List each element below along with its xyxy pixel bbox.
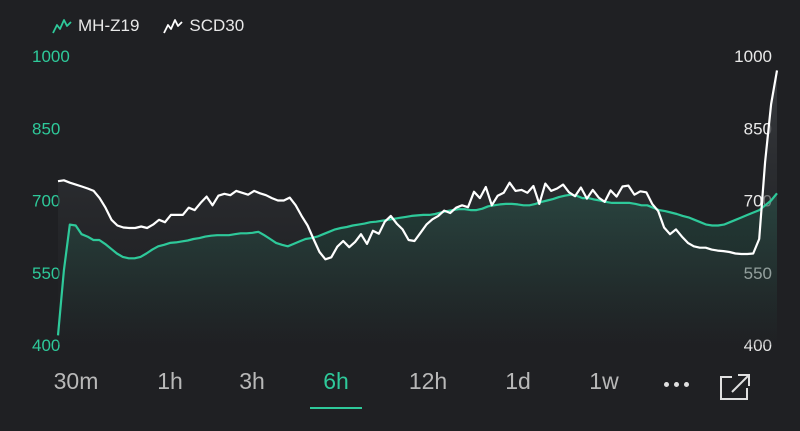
range-6h[interactable]: 6h: [323, 368, 349, 394]
plot-area: [56, 70, 779, 346]
co2-line-chart: 1000 850 700 550 400 1000 850 700 550 400: [32, 47, 779, 355]
y-tick-right: 850: [744, 119, 772, 138]
time-range-selector: 30m 1h 3h 6h 12h 1d 1w: [0, 362, 800, 412]
chart-legend: MH-Z19 SCD30: [52, 16, 244, 36]
y-tick-right: 1000: [734, 47, 772, 66]
y-tick-left: 850: [32, 119, 60, 138]
expand-icon[interactable]: [718, 372, 752, 402]
y-tick-left: 550: [32, 264, 60, 283]
sparkline-icon: [52, 19, 72, 34]
y-tick-left: 700: [32, 192, 60, 211]
mhz19-area-fill: [58, 193, 777, 345]
y-tick-left: 400: [32, 336, 60, 355]
legend-label-mhz19: MH-Z19: [78, 16, 140, 35]
range-3h[interactable]: 3h: [239, 368, 265, 394]
y-tick-left: 1000: [32, 47, 70, 66]
sparkline-icon: [163, 19, 184, 34]
legend-item-mhz19[interactable]: MH-Z19: [52, 16, 139, 36]
range-12h[interactable]: 12h: [408, 368, 448, 394]
series-line-scd30: [57, 70, 779, 261]
y-axis-left: 1000 850 700 550 400: [32, 47, 70, 355]
range-1w[interactable]: 1w: [589, 368, 619, 394]
range-1d[interactable]: 1d: [505, 368, 531, 394]
legend-item-scd30[interactable]: SCD30: [163, 16, 244, 36]
active-range-indicator: [310, 407, 362, 409]
legend-label-scd30: SCD30: [189, 16, 245, 35]
range-1h[interactable]: 1h: [157, 368, 183, 394]
range-30m[interactable]: 30m: [53, 368, 99, 394]
more-horizontal-icon[interactable]: [664, 370, 689, 398]
